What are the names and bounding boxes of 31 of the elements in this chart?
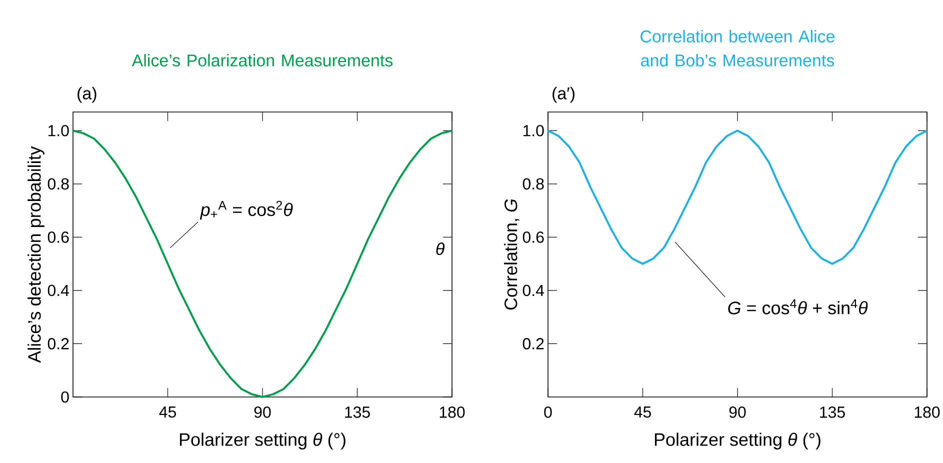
y-tick-label: 0.2 bbox=[48, 338, 69, 350]
x-tick-label: 180 bbox=[914, 406, 940, 418]
x-tick-label: 135 bbox=[820, 406, 845, 418]
x-tick-label: 0 bbox=[544, 406, 552, 418]
x-tick-label: 135 bbox=[345, 406, 370, 418]
y-axis-title: Correlation, G bbox=[504, 199, 520, 310]
y-tick-label: 1.0 bbox=[48, 124, 69, 136]
text: (a) bbox=[78, 86, 96, 103]
annotation: θ bbox=[436, 242, 445, 256]
x-tick-label: 90 bbox=[729, 406, 746, 418]
x-axis-title: Polarizer setting θ (°) bbox=[654, 432, 820, 450]
y-tick-label: 0.8 bbox=[48, 178, 69, 190]
x-tick-label: 45 bbox=[634, 406, 651, 418]
y-tick-label: 0.2 bbox=[522, 338, 544, 350]
y-tick-label: 1.0 bbox=[523, 124, 544, 136]
chart-title: Alice’s Polarization Measurements bbox=[132, 54, 393, 66]
chart-title: Correlation between Alice and Bob’s Measurements bbox=[640, 30, 834, 66]
x-tick-label: 45 bbox=[159, 406, 176, 418]
x-tick-label: 90 bbox=[254, 406, 271, 418]
text: (a′) bbox=[552, 86, 574, 103]
y-tick-label: 0.4 bbox=[48, 284, 69, 296]
annotation: p$_{+}$$^{A}$ = cos$^{2}$θ bbox=[200, 200, 293, 220]
y-tick-label: 0 bbox=[61, 391, 69, 403]
y-tick-label: 0.6 bbox=[48, 232, 69, 243]
y-axis-title: Alice’s detection probability bbox=[28, 146, 44, 363]
y-tick-label: 0.4 bbox=[522, 284, 544, 296]
y-tick-label: 0.6 bbox=[522, 232, 544, 243]
x-tick-label: 180 bbox=[440, 406, 465, 418]
y-tick-label: 0.8 bbox=[522, 178, 544, 190]
annotation: G = cos$^{4}$θ + sin$^{4}$θ bbox=[728, 299, 868, 314]
x-axis-title: Polarizer setting θ (°) bbox=[180, 432, 346, 450]
